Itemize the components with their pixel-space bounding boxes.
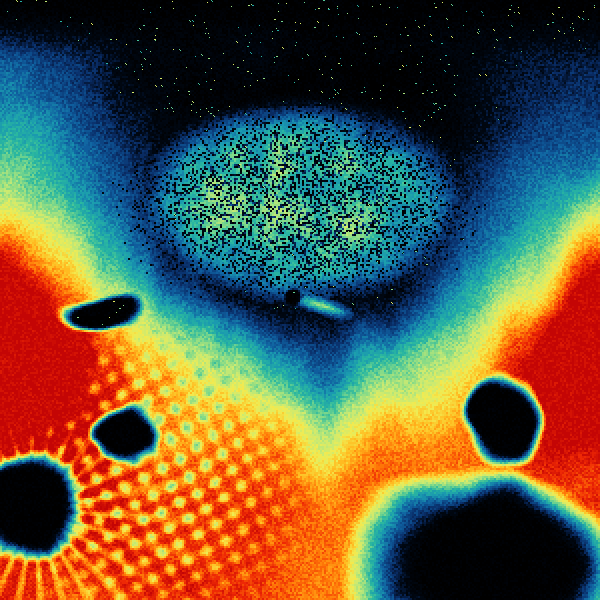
false-color-intensity-canvas xyxy=(0,0,600,600)
image-viewport: False-Color Intensity Map Full-bleed 600… xyxy=(0,0,600,600)
